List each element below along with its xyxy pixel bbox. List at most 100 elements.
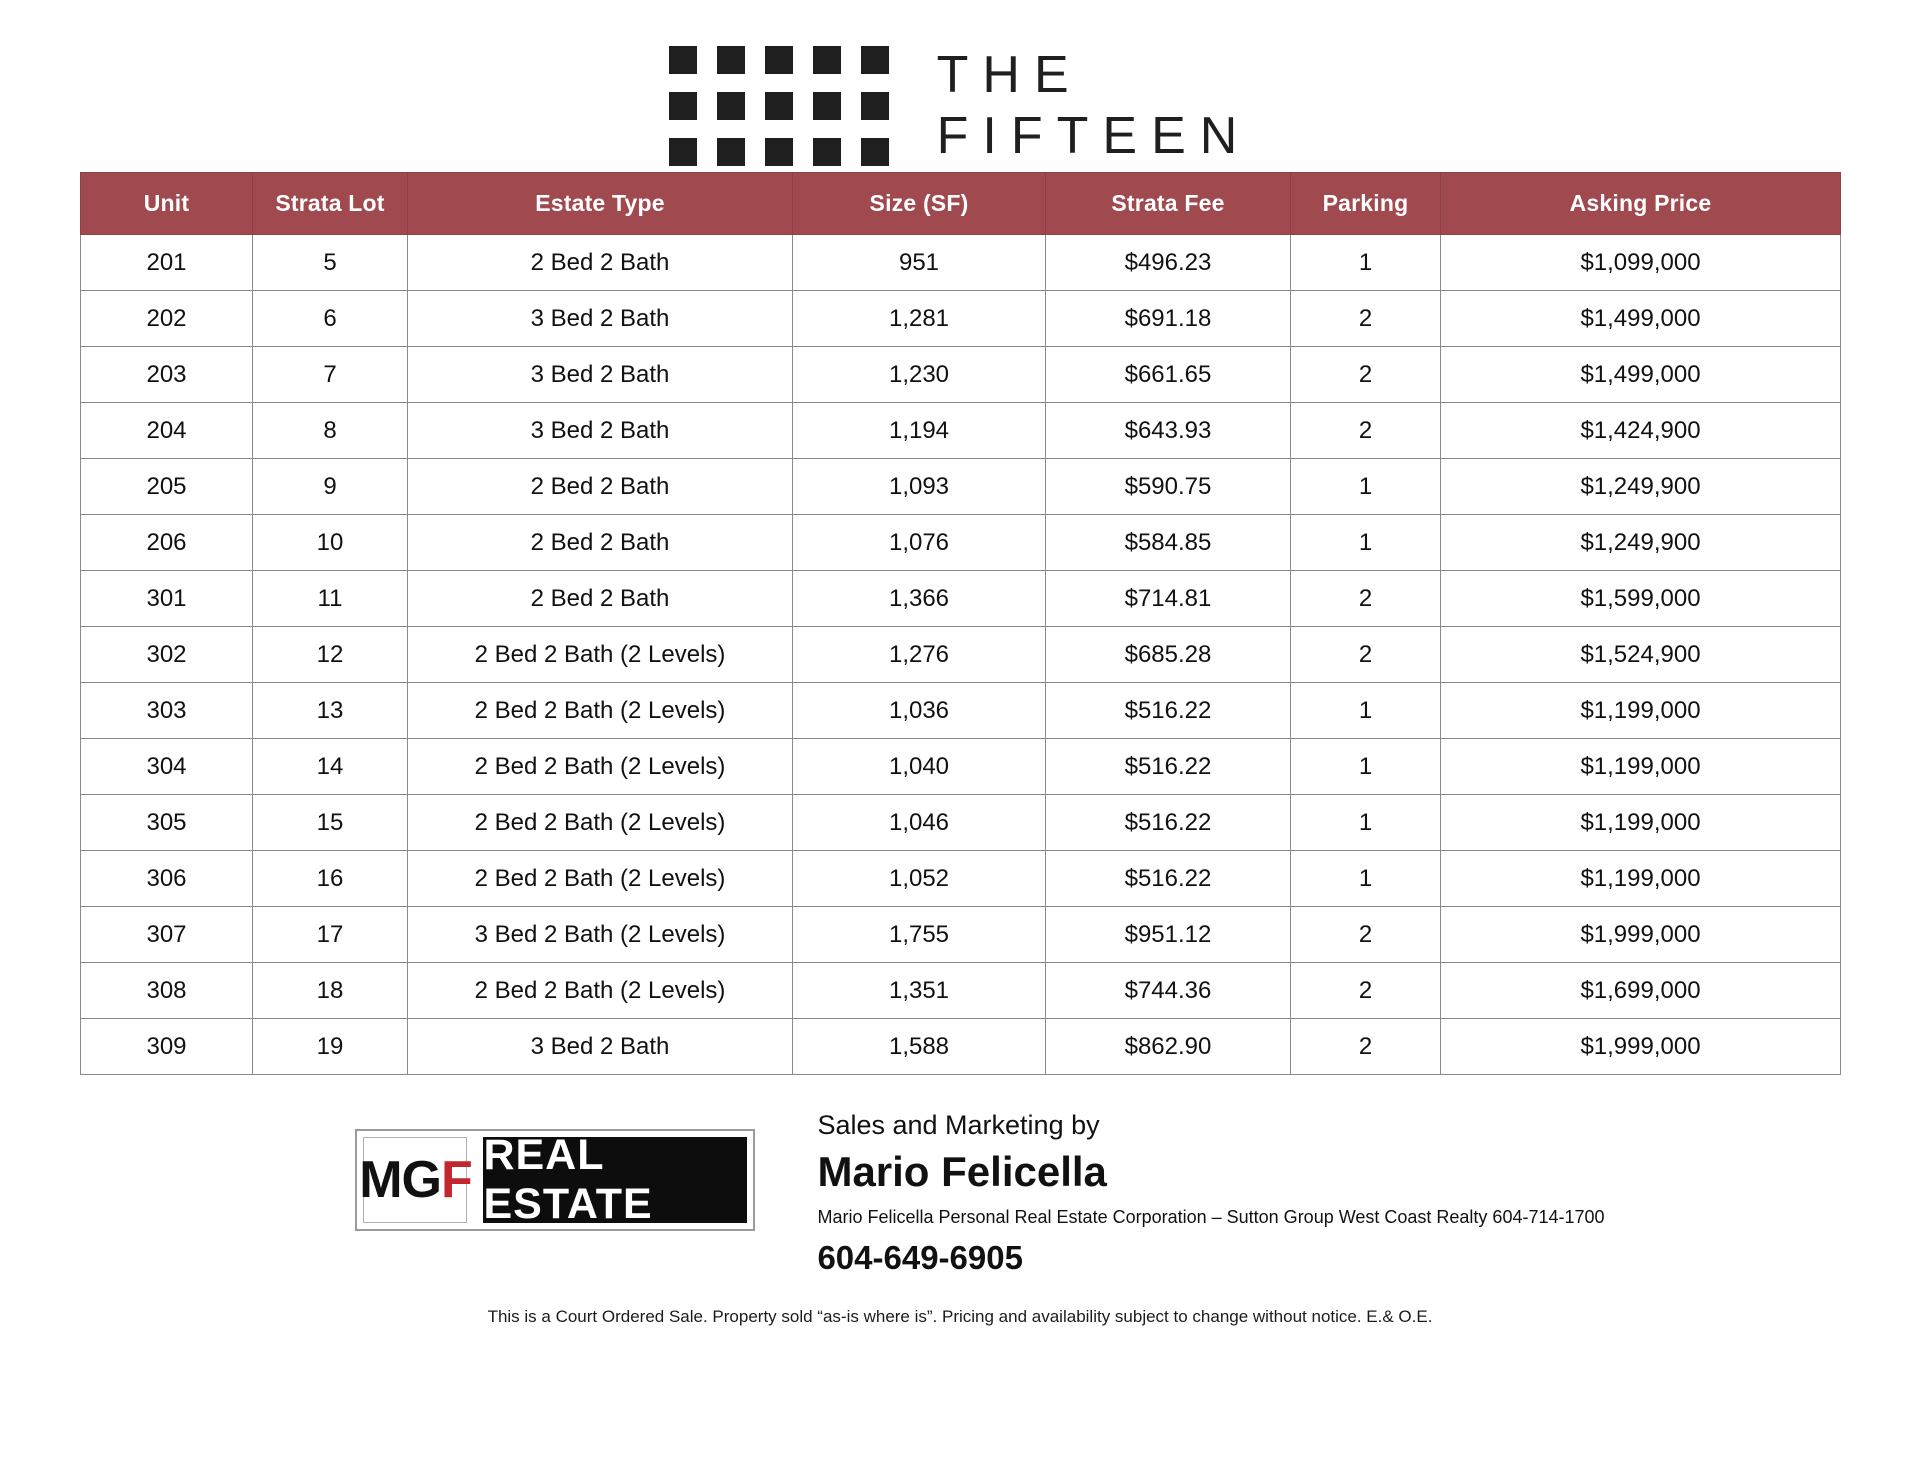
cell-strata-fee: $685.28: [1045, 626, 1291, 683]
cell-strata-fee: $584.85: [1045, 514, 1291, 571]
cell-parking: 1: [1290, 682, 1441, 739]
cell-parking: 2: [1290, 1018, 1441, 1075]
cell-parking: 2: [1290, 626, 1441, 683]
column-header-strata-fee[interactable]: Strata Fee: [1045, 172, 1291, 235]
cell-estate-type: 3 Bed 2 Bath: [407, 1018, 793, 1075]
cell-asking-price: $1,699,000: [1440, 962, 1841, 1019]
logo-square: [860, 138, 889, 166]
cell-asking-price: $1,199,000: [1440, 794, 1841, 851]
contact-block: Sales and Marketing by Mario Felicella M…: [817, 1107, 1604, 1277]
cell-asking-price: $1,999,000: [1440, 906, 1841, 963]
brand-name-line-1: THE: [936, 46, 1083, 105]
cell-unit: 202: [80, 290, 253, 347]
column-header-size[interactable]: Size (SF): [792, 172, 1046, 235]
cell-strata-fee: $714.81: [1045, 570, 1291, 627]
table-row[interactable]: 304 14 2 Bed 2 Bath (2 Levels) 1,040 $516.22…: [80, 738, 1841, 795]
cell-estate-type: 2 Bed 2 Bath: [407, 458, 793, 515]
grid-squares-logo-icon: [668, 46, 889, 166]
table-row[interactable]: 307 17 3 Bed 2 Bath (2 Levels) 1,755 $951.12…: [80, 906, 1841, 963]
cell-strata-lot: 16: [252, 850, 408, 907]
corporation-line: Mario Felicella Personal Real Estate Cor…: [817, 1207, 1605, 1228]
cell-strata-lot: 15: [252, 794, 408, 851]
column-header-asking-price[interactable]: Asking Price: [1440, 172, 1841, 235]
cell-strata-fee: $661.65: [1045, 346, 1291, 403]
cell-strata-fee: $516.22: [1045, 682, 1291, 739]
footer: MG F REAL ESTATE Sales and Marketing by M…: [0, 1107, 1920, 1277]
cell-estate-type: 2 Bed 2 Bath (2 Levels): [407, 962, 793, 1019]
table-row[interactable]: 309 19 3 Bed 2 Bath 1,588 $862.90 2 $1,999,000: [80, 1018, 1841, 1075]
column-header-estate-type[interactable]: Estate Type: [407, 172, 793, 235]
mgf-real-estate-logo: MG F REAL ESTATE: [355, 1129, 756, 1231]
cell-asking-price: $1,249,900: [1440, 458, 1841, 515]
cell-size: 1,194: [792, 402, 1046, 459]
table-row[interactable]: 203 7 3 Bed 2 Bath 1,230 $661.65 2 $1,499,000: [80, 346, 1841, 403]
logo-square: [668, 138, 697, 166]
mgf-monogram-accent: F: [440, 1151, 473, 1209]
cell-parking: 1: [1290, 850, 1441, 907]
cell-strata-fee: $862.90: [1045, 1018, 1291, 1075]
cell-strata-lot: 5: [252, 234, 408, 291]
cell-asking-price: $1,199,000: [1440, 738, 1841, 795]
table-row[interactable]: 306 16 2 Bed 2 Bath (2 Levels) 1,052 $516.22…: [80, 850, 1841, 907]
cell-strata-lot: 7: [252, 346, 408, 403]
table-header-row: Unit Strata Lot Estate Type Size (SF) St…: [80, 172, 1841, 235]
cell-unit: 305: [80, 794, 253, 851]
cell-unit: 307: [80, 906, 253, 963]
cell-strata-fee: $691.18: [1045, 290, 1291, 347]
mgf-monogram-icon: MG F: [359, 1137, 473, 1223]
cell-unit: 308: [80, 962, 253, 1019]
cell-size: 1,366: [792, 570, 1046, 627]
table-row[interactable]: 206 10 2 Bed 2 Bath 1,076 $584.85 1 $1,249,900: [80, 514, 1841, 571]
cell-asking-price: $1,249,900: [1440, 514, 1841, 571]
cell-size: 1,276: [792, 626, 1046, 683]
cell-parking: 1: [1290, 794, 1441, 851]
cell-strata-fee: $516.22: [1045, 794, 1291, 851]
cell-unit: 304: [80, 738, 253, 795]
cell-size: 951: [792, 234, 1046, 291]
cell-estate-type: 3 Bed 2 Bath: [407, 346, 793, 403]
table-row[interactable]: 303 13 2 Bed 2 Bath (2 Levels) 1,036 $516.22…: [80, 682, 1841, 739]
cell-estate-type: 2 Bed 2 Bath: [407, 234, 793, 291]
table-row[interactable]: 308 18 2 Bed 2 Bath (2 Levels) 1,351 $744.36…: [80, 962, 1841, 1019]
cell-size: 1,588: [792, 1018, 1046, 1075]
cell-unit: 206: [80, 514, 253, 571]
table-row[interactable]: 202 6 3 Bed 2 Bath 1,281 $691.18 2 $1,499,000: [80, 290, 1841, 347]
table-row[interactable]: 204 8 3 Bed 2 Bath 1,194 $643.93 2 $1,424,900: [80, 402, 1841, 459]
cell-estate-type: 2 Bed 2 Bath (2 Levels): [407, 626, 793, 683]
cell-estate-type: 3 Bed 2 Bath (2 Levels): [407, 906, 793, 963]
cell-strata-lot: 17: [252, 906, 408, 963]
table-row[interactable]: 301 11 2 Bed 2 Bath 1,366 $714.81 2 $1,599,000: [80, 570, 1841, 627]
cell-estate-type: 2 Bed 2 Bath: [407, 514, 793, 571]
cell-strata-fee: $643.93: [1045, 402, 1291, 459]
logo-square: [812, 92, 841, 120]
cell-estate-type: 2 Bed 2 Bath (2 Levels): [407, 794, 793, 851]
cell-estate-type: 3 Bed 2 Bath: [407, 402, 793, 459]
brand-wordmark: THE FIFTEEN: [937, 48, 1252, 163]
cell-estate-type: 2 Bed 2 Bath (2 Levels): [407, 850, 793, 907]
logo-square: [860, 92, 889, 120]
cell-size: 1,351: [792, 962, 1046, 1019]
cell-parking: 1: [1290, 234, 1441, 291]
column-header-unit[interactable]: Unit: [80, 172, 253, 235]
table-body: 201 5 2 Bed 2 Bath 951 $496.23 1 $1,099,000 202…: [80, 234, 1841, 1075]
cell-estate-type: 2 Bed 2 Bath (2 Levels): [407, 682, 793, 739]
cell-strata-fee: $516.22: [1045, 738, 1291, 795]
cell-size: 1,230: [792, 346, 1046, 403]
column-header-strata-lot[interactable]: Strata Lot: [252, 172, 408, 235]
pricing-table: Unit Strata Lot Estate Type Size (SF) St…: [80, 172, 1841, 1075]
agent-phone[interactable]: 604-649-6905: [817, 1238, 1023, 1276]
column-header-parking[interactable]: Parking: [1290, 172, 1441, 235]
table-row[interactable]: 201 5 2 Bed 2 Bath 951 $496.23 1 $1,099,000: [80, 234, 1841, 291]
logo-square: [764, 46, 793, 74]
table-row[interactable]: 305 15 2 Bed 2 Bath (2 Levels) 1,046 $516.22…: [80, 794, 1841, 851]
table-header: Unit Strata Lot Estate Type Size (SF) St…: [80, 172, 1841, 235]
cell-unit: 306: [80, 850, 253, 907]
logo-square: [764, 138, 793, 166]
table-row[interactable]: 302 12 2 Bed 2 Bath (2 Levels) 1,276 $685.28…: [80, 626, 1841, 683]
cell-unit: 301: [80, 570, 253, 627]
cell-parking: 2: [1290, 290, 1441, 347]
table-row[interactable]: 205 9 2 Bed 2 Bath 1,093 $590.75 1 $1,249,900: [80, 458, 1841, 515]
cell-asking-price: $1,499,000: [1440, 290, 1841, 347]
cell-asking-price: $1,599,000: [1440, 570, 1841, 627]
